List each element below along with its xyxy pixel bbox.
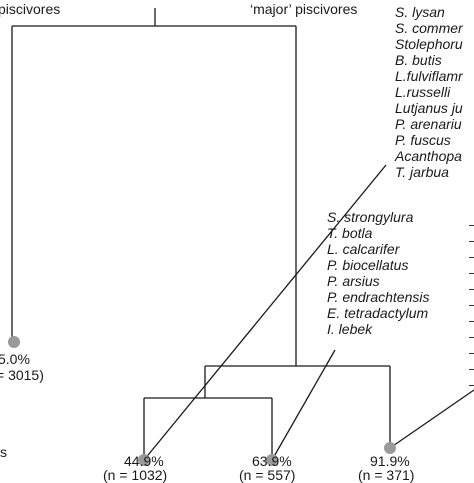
species-item: S. commer [395,20,463,36]
species-item: P. biocellatus [327,257,409,273]
species-item: T. botla [327,225,373,241]
edge-fragment: s [0,444,7,460]
node-5 [8,336,20,348]
species-item: I. lebek [327,321,373,337]
node-63-n: (n = 557) [239,467,296,483]
species-item: S. lysan [395,4,445,20]
node-91 [384,442,396,454]
species-item: P. arsius [327,273,380,289]
node-5-n: = 3015) [0,367,44,383]
species-item: B. butis [395,52,442,68]
minor-piscivores-header: piscivores [0,1,61,17]
species-item: P. fuscus [395,132,451,148]
callout-44 [143,164,387,461]
node-91-pct: 91.9% [370,453,410,469]
species-item: E. tetradactylum [327,305,429,321]
node-63-pct: 63.9% [252,453,292,469]
node-5-pct: 5.0% [0,351,30,367]
callout-91 [389,389,474,449]
node-63 [266,454,278,466]
node-44 [138,454,150,466]
species-item: Acanthopa [395,148,462,164]
species-item: Stolephoru [395,36,463,52]
species-item: L.russelli [395,84,451,100]
species-item: S. strongylura [327,209,414,225]
node-44-n: (n = 1032) [103,467,168,483]
species-item: P. endrachtensis [327,289,430,305]
node-91-n: (n = 371) [358,467,415,483]
species-item: Lutjanus ju [395,100,463,116]
major-piscivores-header: ‘major’ piscivores [250,1,358,17]
node-44-pct: 44.9% [124,453,164,469]
callout-63 [271,349,336,461]
species-item: L. calcarifer [327,241,400,257]
species-item: T. jarbua [395,164,449,180]
species-item: L.fulviflamr [395,68,463,84]
species-item: P. arenariu [395,116,462,132]
